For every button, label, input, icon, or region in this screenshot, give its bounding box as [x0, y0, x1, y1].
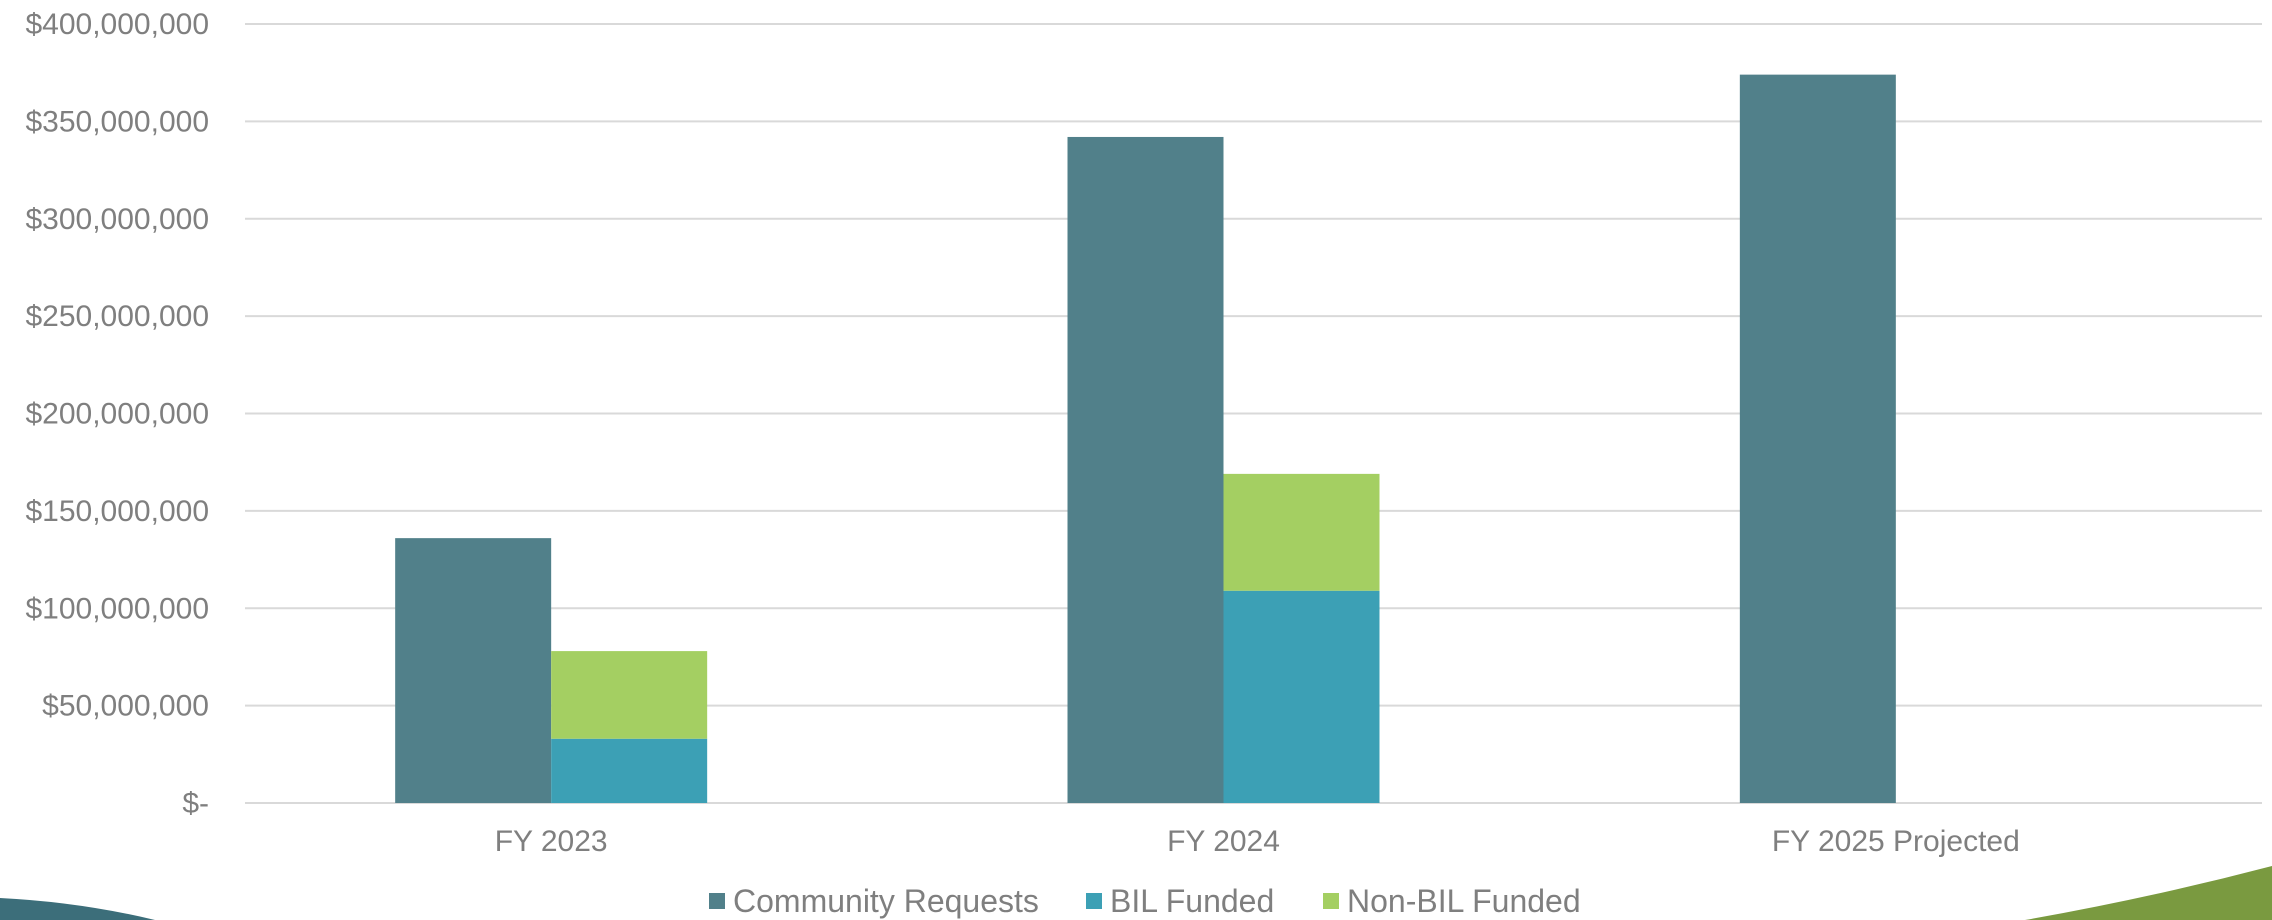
y-tick-label: $300,000,000: [25, 203, 209, 236]
x-tick-label: FY 2023: [495, 825, 608, 858]
y-tick-label: $400,000,000: [25, 8, 209, 41]
x-tick-label: FY 2025 Projected: [1772, 825, 2020, 858]
bars: [395, 74, 1896, 803]
legend: Community Requests BIL Funded Non-BIL Fund…: [709, 883, 1581, 919]
bar-community-requests-2: [1739, 74, 1896, 803]
y-tick-label: $-: [182, 787, 209, 820]
y-tick-label: $150,000,000: [25, 495, 209, 528]
right-swoosh-shape: [2025, 866, 2272, 920]
bar-bil-funded-0: [551, 738, 708, 803]
bar-non-bil-funded-0: [551, 651, 708, 739]
bar-bil-funded-1: [1223, 590, 1380, 803]
bar-community-requests-0: [395, 538, 552, 803]
y-tick-label: $350,000,000: [25, 105, 209, 138]
x-axis-ticks: FY 2023 FY 2024 FY 2025 Projected: [495, 825, 2020, 858]
left-swoosh-shape: [0, 898, 155, 920]
y-tick-label: $250,000,000: [25, 300, 209, 333]
legend-label: BIL Funded: [1110, 883, 1274, 919]
legend-label: Community Requests: [733, 883, 1039, 919]
y-axis-ticks: $- $50,000,000 $100,000,000 $150,000,000 $20…: [25, 8, 209, 820]
legend-swatch: [1086, 893, 1102, 909]
legend-swatch: [709, 893, 725, 909]
x-tick-label: FY 2024: [1167, 825, 1280, 858]
legend-swatch: [1323, 893, 1339, 909]
bar-community-requests-1: [1067, 136, 1224, 803]
legend-label: Non-BIL Funded: [1347, 883, 1581, 919]
y-tick-label: $100,000,000: [25, 592, 209, 625]
y-tick-label: $50,000,000: [42, 690, 209, 723]
bar-non-bil-funded-1: [1223, 473, 1380, 591]
y-tick-label: $200,000,000: [25, 398, 209, 431]
decorative-swooshes: [0, 866, 2272, 920]
